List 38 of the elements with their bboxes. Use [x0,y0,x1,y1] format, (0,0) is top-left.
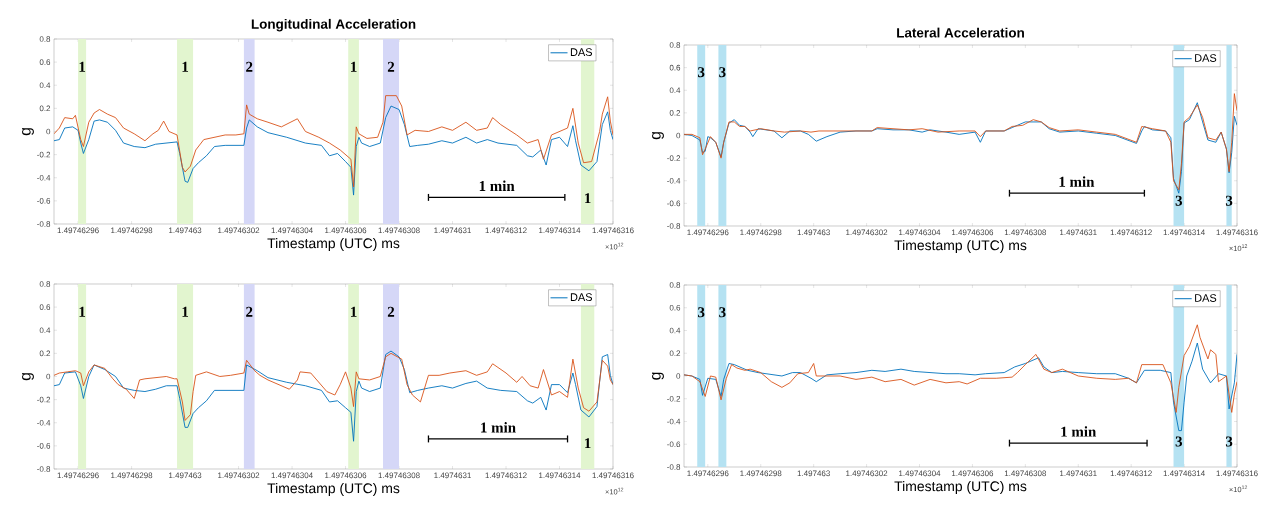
band-label: 3 [698,67,705,78]
legend-label: DAS [1195,54,1217,62]
x-axis-title: Timestamp (UTC) ms [894,481,1027,494]
band-label: 1 [79,61,86,72]
band-label: 2 [246,306,253,317]
band-label: 3 [698,307,705,318]
band-label: 1 [182,306,189,317]
y-axis-title: g [652,372,664,380]
legend-label: DAS [570,48,593,56]
chart-title: Longitudinal Acceleration [251,18,416,32]
annotation: 1 min [481,422,516,433]
y-axis-title: g [22,128,34,136]
band-label: 3 [719,67,726,78]
band-label: 1 [182,61,189,72]
band-label: 3 [719,307,726,318]
band-label: 1 [585,193,591,204]
band-label: 1 [351,61,357,72]
annotation: 1 min [479,180,515,191]
band-label: 3 [1175,436,1183,447]
band-label: 3 [1175,195,1183,206]
x-axis-title: Timestamp (UTC) ms [267,483,400,496]
band-label: 2 [387,61,395,72]
band-label: 2 [246,61,253,72]
band-label: 3 [1225,195,1233,206]
legend-label: DAS [1195,294,1217,302]
y-axis-title: g [22,373,34,381]
annotation: 1 min [1061,426,1097,437]
band-label: 3 [1225,436,1233,447]
legend-label: DAS [570,293,593,301]
band-label: 1 [351,306,357,317]
band-label: 1 [79,306,86,317]
y-axis-title: g [652,132,664,140]
band-label: 1 [585,438,591,449]
annotation: 1 min [1059,176,1095,187]
chart-title: Lateral Acceleration [897,27,1024,38]
x-axis-title: Timestamp (UTC) ms [267,238,400,251]
x-axis-title: Timestamp (UTC) ms [894,240,1027,253]
band-label: 2 [387,306,395,317]
